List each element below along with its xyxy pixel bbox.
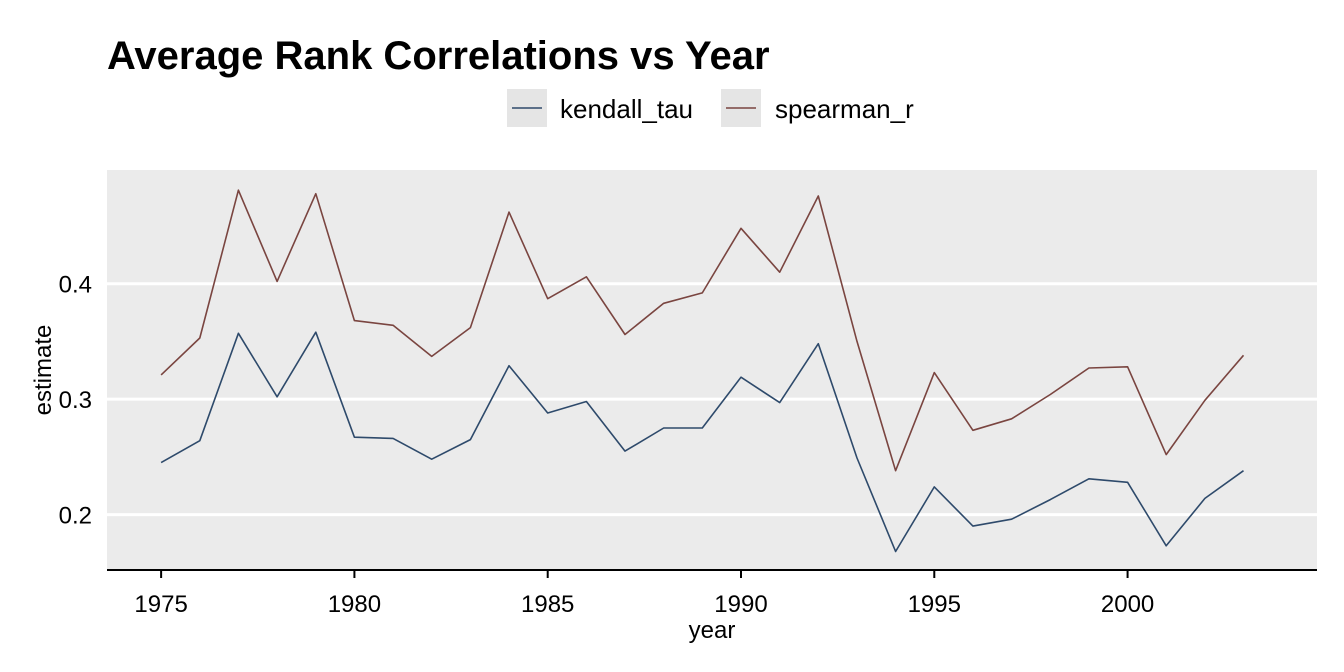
x-axis-ticks: 1975 1980 1985 1990 1995 2000: [134, 570, 1154, 618]
legend-item-kendall_tau: kendall_tau: [507, 89, 693, 127]
series-line-kendall_tau: [160, 331, 1244, 553]
legend-label-spearman_r: spearman_r: [775, 94, 914, 124]
y-tick-label-1: 0.3: [59, 387, 92, 414]
series-line-spearman_r: [160, 189, 1245, 472]
y-axis-ticks: 0.2 0.3 0.4: [59, 272, 92, 530]
series-layer: [160, 189, 1245, 553]
y-tick-label-0: 0.2: [59, 503, 92, 530]
x-tick-label-1990: 1990: [714, 591, 767, 618]
x-tick-label-1975: 1975: [134, 591, 187, 618]
x-tick-label-1995: 1995: [908, 591, 961, 618]
chart-title: Average Rank Correlations vs Year: [107, 34, 770, 78]
grid-lines: [107, 282, 1317, 517]
x-tick-label-2000: 2000: [1101, 591, 1154, 618]
legend-label-kendall_tau: kendall_tau: [560, 94, 693, 124]
x-axis-title: year: [689, 617, 736, 644]
y-axis-title: estimate: [30, 325, 57, 416]
x-tick-label-1985: 1985: [521, 591, 574, 618]
y-tick-label-2: 0.4: [59, 272, 92, 299]
legend-item-spearman_r: spearman_r: [721, 89, 914, 127]
plot-panel: [107, 170, 1317, 570]
x-tick-label-1980: 1980: [328, 591, 381, 618]
legend: kendall_tau spearman_r: [507, 89, 914, 127]
